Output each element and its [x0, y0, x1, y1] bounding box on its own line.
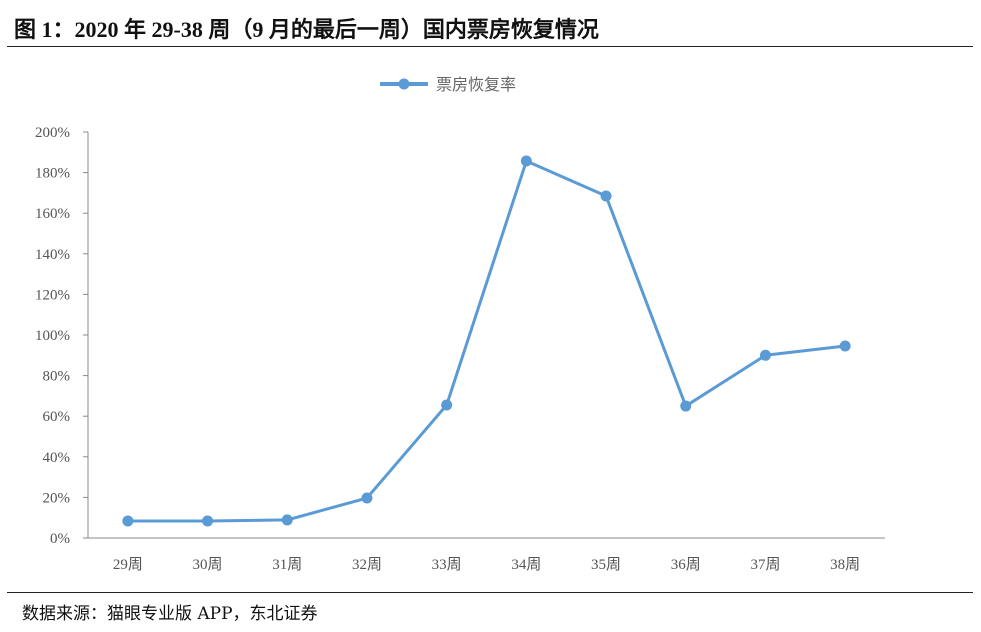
y-tick-label: 0% [50, 531, 70, 547]
data-point [122, 515, 134, 527]
x-tick-label: 31周 [272, 556, 302, 573]
y-tick-label: 140% [35, 247, 70, 263]
data-point [759, 349, 771, 361]
y-tick-label: 160% [35, 206, 70, 222]
y-tick-label: 80% [43, 369, 71, 385]
data-point [202, 515, 214, 527]
figure-title: 图 1：2020 年 29-38 周（9 月的最后一周）国内票房恢复情况 [14, 17, 599, 42]
x-tick-label: 34周 [511, 556, 541, 573]
y-tick-label: 200% [35, 125, 70, 141]
legend: 票房恢复率 [380, 75, 516, 94]
data-point [281, 514, 293, 526]
legend-label: 票房恢复率 [436, 75, 516, 94]
y-tick-label: 100% [35, 328, 70, 344]
y-tick-label: 40% [43, 450, 71, 466]
data-point [839, 340, 851, 352]
footer-divider [7, 592, 973, 593]
x-tick-label: 37周 [750, 556, 780, 573]
data-point [680, 400, 692, 412]
x-tick-label: 29周 [113, 556, 143, 573]
series-line [127, 159, 846, 523]
y-tick-label: 180% [35, 166, 70, 182]
data-point [600, 190, 612, 202]
x-tick-label: 30周 [193, 556, 223, 573]
x-tick-label: 33周 [432, 556, 462, 573]
x-tick-label: 35周 [591, 556, 621, 573]
x-tick-label: 32周 [352, 556, 382, 573]
data-point [520, 155, 532, 167]
x-tick-label: 36周 [671, 556, 701, 573]
data-point [361, 492, 373, 504]
y-tick-label: 120% [35, 287, 70, 303]
y-tick-label: 60% [43, 409, 71, 425]
legend-marker [398, 78, 410, 90]
x-tick-label: 38周 [830, 556, 860, 573]
title-divider [7, 46, 973, 47]
y-tick-label: 20% [43, 490, 71, 506]
data-source: 数据来源：猫眼专业版 APP，东北证券 [22, 604, 318, 624]
data-point [441, 399, 453, 411]
